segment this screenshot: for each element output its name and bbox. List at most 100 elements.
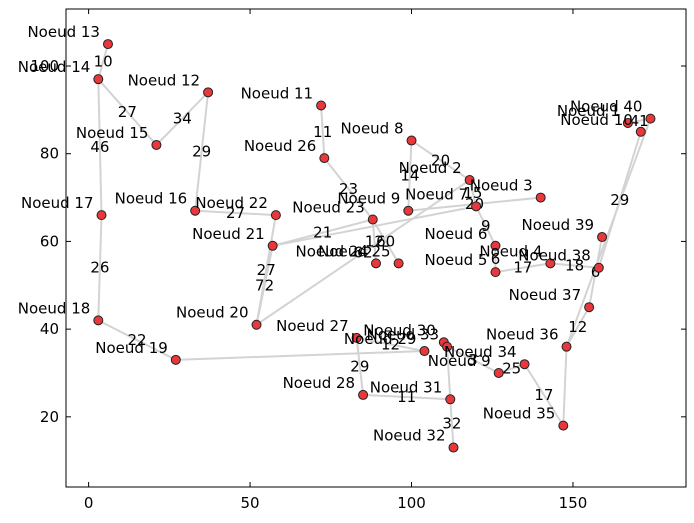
node-marker [93, 74, 104, 85]
edge-18-19 [97, 319, 177, 361]
node-marker [584, 302, 595, 313]
edge-weight-label: 10 [94, 53, 113, 71]
edge-weight-label: 27 [118, 103, 137, 121]
edge-31-32 [449, 399, 455, 448]
edge-weight-label: 11 [313, 123, 332, 141]
x-tick-label: 150 [559, 494, 588, 512]
node-marker [490, 267, 501, 278]
edge-weight-label: 29 [610, 191, 629, 209]
node-label: Noeud 22 [195, 194, 268, 212]
node-marker [635, 126, 646, 137]
node-marker [190, 205, 201, 216]
edge-weight-label: 46 [90, 138, 109, 156]
node-marker [367, 214, 378, 225]
edge-weight-label: 72 [255, 276, 274, 294]
node-marker [316, 100, 327, 111]
node-label: Noeud 10 [560, 111, 633, 129]
node-label: Noeud 3 [470, 177, 533, 195]
edge-27-28 [355, 337, 365, 396]
edge-weight-label: 9 [481, 217, 491, 235]
node-label: Noeud 18 [18, 299, 91, 317]
node-label: Noeud 28 [283, 374, 356, 392]
node-marker [561, 341, 572, 352]
node-marker [371, 258, 381, 269]
plot-frame [65, 8, 687, 488]
node-marker [270, 210, 281, 221]
edge-weight-label: 41 [630, 112, 649, 130]
node-marker [490, 240, 501, 251]
edge-weight-label: 6 [491, 250, 501, 268]
edge-12-16 [194, 92, 210, 211]
node-marker [151, 139, 162, 150]
node-marker [170, 354, 181, 365]
x-tick-label: 100 [397, 494, 426, 512]
node-marker [493, 367, 504, 378]
node-label: Noeud 39 [522, 216, 595, 234]
node-marker [351, 332, 362, 343]
edge-8-2 [410, 139, 471, 181]
edge-21-23 [272, 218, 374, 247]
node-label: Noeud 1 [557, 102, 620, 120]
node-marker [267, 240, 278, 251]
edge-weight-label: 29 [350, 357, 369, 375]
edge-21-20 [255, 245, 274, 325]
node-marker [419, 346, 430, 357]
node-marker [645, 113, 656, 124]
node-label: Noeud 15 [76, 124, 149, 142]
node-label: Noeud 20 [176, 304, 249, 322]
node-label: Noeud 26 [244, 137, 317, 155]
node-marker [545, 258, 556, 269]
node-marker [558, 420, 569, 431]
node-label: Noeud 16 [115, 190, 188, 208]
node-label: Noeud 23 [292, 198, 365, 216]
node-marker [93, 315, 104, 326]
node-marker [535, 192, 546, 203]
node-label: Noeud 8 [341, 120, 404, 138]
node-marker [403, 205, 414, 216]
node-label: Noeud 7 [405, 185, 468, 203]
node-label: Noeud 25 [318, 242, 391, 260]
node-label: Noeud 2 [399, 159, 462, 177]
edge-23-25 [371, 218, 400, 264]
edge-26-23 [323, 157, 374, 221]
node-label: Noeud 9 [428, 352, 491, 370]
edge-weight-label: 34 [173, 110, 192, 128]
node-layer [93, 39, 656, 453]
edge-weight-label: 27 [226, 204, 245, 222]
node-marker [102, 39, 113, 50]
node-label: Noeud 11 [241, 84, 314, 102]
edge-17-18 [97, 215, 103, 321]
node-label: Noeud 24 [295, 242, 368, 260]
node-label: Noeud 6 [425, 225, 488, 243]
edge-31-33 [446, 346, 452, 400]
x-tick-label: 0 [84, 494, 94, 512]
edge-weight-label: 17 [513, 259, 532, 277]
node-marker [519, 359, 530, 370]
axis-ticks: 0 50 100 150 20 40 60 80 100 [30, 9, 686, 512]
edge-weight-label: 22 [127, 331, 146, 349]
edge-weight-label: 12 [568, 318, 587, 336]
edge-40-36 [565, 118, 652, 348]
edge-14-17 [97, 79, 103, 216]
node-label: Noeud 36 [486, 326, 559, 344]
edge-11-26 [320, 105, 326, 159]
node-marker [406, 135, 417, 146]
edge-39-37 [588, 236, 604, 308]
node-label: Noeud 40 [570, 98, 643, 116]
edge-weight-label: 60 [376, 232, 395, 250]
edge-14-15 [97, 78, 158, 146]
node-marker [445, 394, 456, 405]
node-marker [251, 319, 262, 330]
edge-8-9 [407, 140, 413, 211]
node-label: Noeud 21 [192, 225, 265, 243]
y-tick-label: 100 [30, 57, 59, 75]
edge-weight-label: 25 [502, 360, 521, 378]
node-marker [319, 153, 330, 164]
y-tick-label: 60 [40, 232, 59, 250]
y-tick-label: 20 [40, 408, 59, 426]
edge-weight-label: 12 [365, 232, 384, 250]
node-marker [203, 87, 214, 98]
edge-16-22 [195, 209, 276, 217]
edge-weight-label: 12 [381, 335, 400, 353]
node-marker [448, 442, 459, 453]
